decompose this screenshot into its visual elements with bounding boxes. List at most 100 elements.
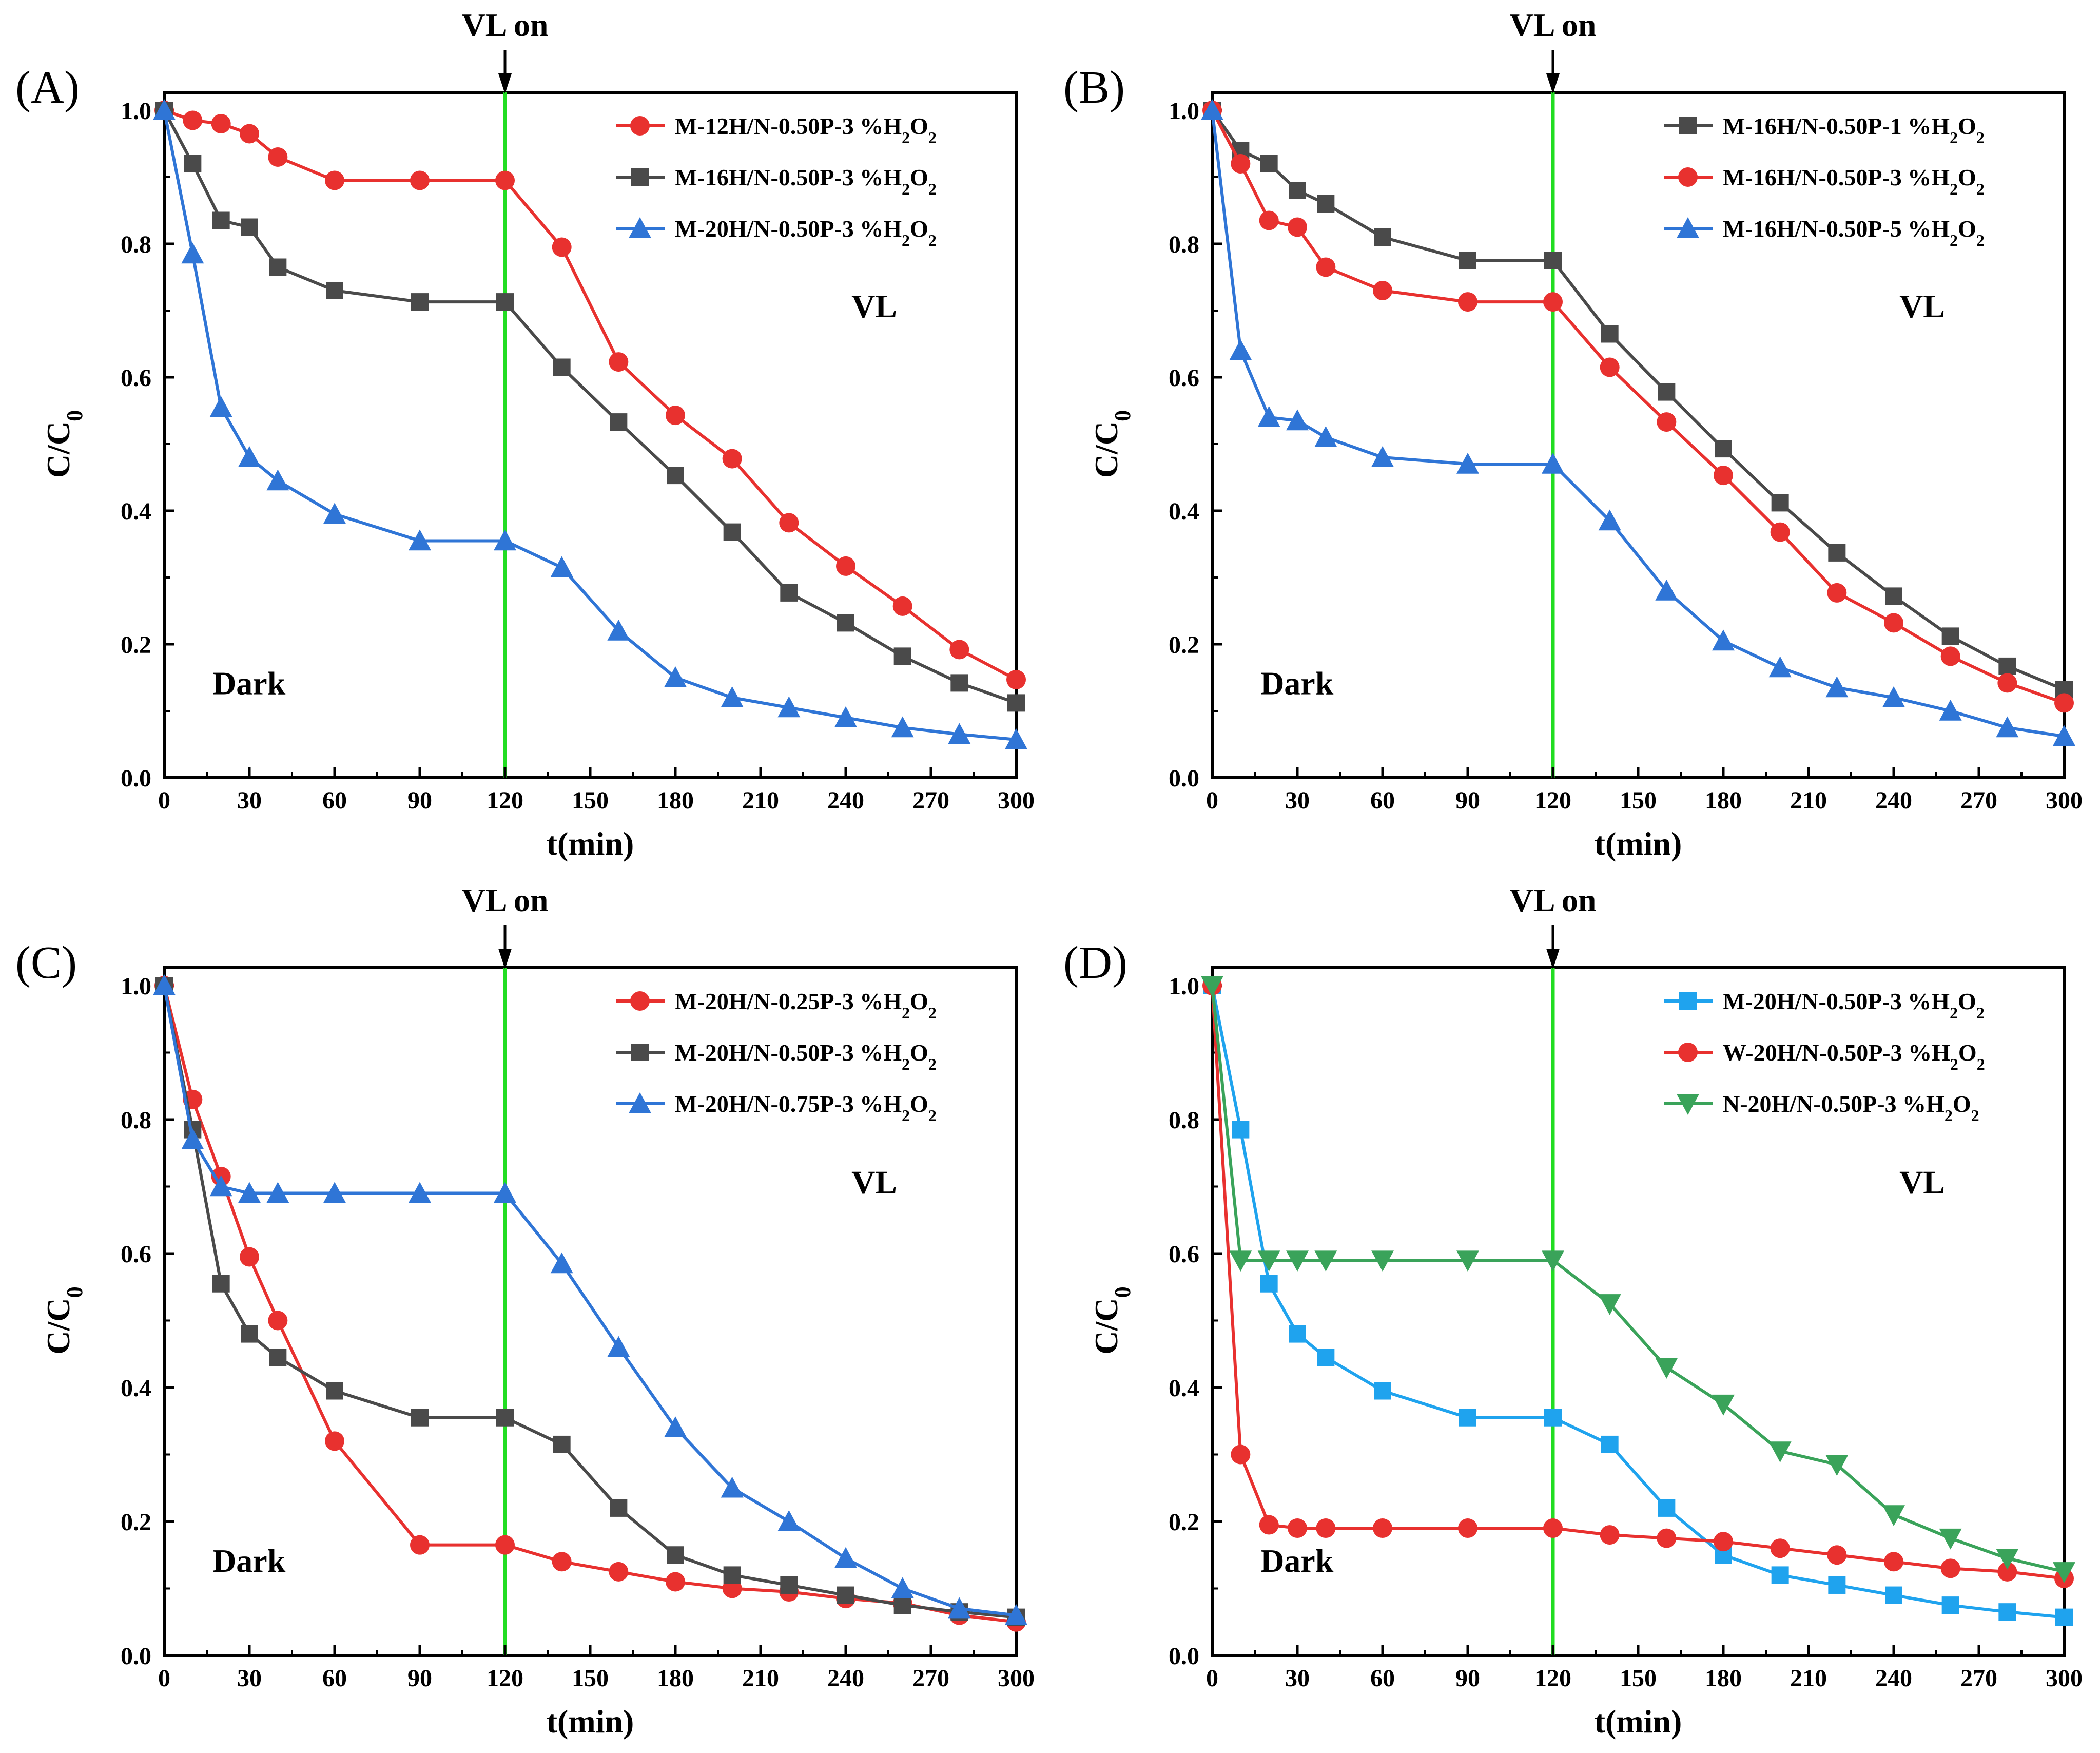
data-point [666, 406, 685, 426]
data-point [2053, 725, 2075, 746]
x-tick-label: 90 [407, 787, 432, 814]
data-point [184, 155, 202, 172]
data-point [553, 358, 571, 376]
legend-label: M-20H/N-0.75P-3 %H2O2 [675, 1091, 937, 1125]
dark-annotation: Dark [212, 1543, 286, 1579]
legend-text: O [910, 113, 928, 139]
y-axis-title: C/C0 [40, 1286, 87, 1354]
vl-annotation: VL [851, 1164, 897, 1201]
data-point [664, 1416, 687, 1437]
data-point [722, 449, 742, 469]
series-line [163, 109, 1017, 705]
legend-text: M-16H/N-0.50P-3 %H [675, 164, 902, 190]
data-point [1257, 406, 1280, 427]
data-point [1712, 1394, 1735, 1416]
y-tick-label: 1.0 [1169, 98, 1199, 125]
y-tick-label: 0.6 [1169, 1241, 1199, 1268]
legend: M-12H/N-0.50P-3 %H2O2 M-16H/N-0.50P-3 %H2… [616, 113, 937, 249]
data-point [948, 723, 971, 744]
data-point [269, 1349, 287, 1366]
data-point [1658, 1499, 1676, 1517]
series-1 [155, 977, 1025, 1626]
data-point [1882, 686, 1905, 707]
data-point [893, 1596, 911, 1614]
legend-text: N-20H/N-0.50P-3 %H [1723, 1091, 1945, 1117]
chart-panel-b: (B) VL on 0 30 60 90 120 150 180 210 240 270 300 0.0 0… [1063, 7, 2083, 862]
legend-text: M-20H/N-0.75P-3 %H [675, 1091, 902, 1117]
series-line [1211, 110, 2065, 738]
data-point [1997, 1562, 2017, 1582]
legend-subscript: 2 [1976, 1004, 1985, 1022]
data-point [667, 1546, 684, 1564]
legend-marker [1679, 992, 1697, 1010]
data-point [1825, 676, 1849, 698]
x-axis-title: t(min) [1595, 825, 1682, 862]
data-point [1232, 1121, 1250, 1139]
data-point [1231, 1444, 1251, 1465]
data-point [777, 696, 801, 718]
x-axis-title: t(min) [547, 1703, 634, 1740]
data-point [552, 237, 572, 257]
legend-text: O [910, 1091, 928, 1117]
legend-subscript: 2 [902, 1106, 910, 1125]
y-axis-title-main: C/C [1088, 421, 1124, 478]
y-tick-label: 0.4 [121, 498, 151, 525]
legend-text: M-12H/N-0.50P-3 %H [675, 113, 902, 139]
y-tick-label: 0.8 [121, 1107, 151, 1134]
data-point [411, 293, 429, 311]
legend-marker [1678, 167, 1698, 187]
y-tick-label: 0.4 [121, 1375, 151, 1402]
x-tick-label: 60 [322, 1665, 347, 1692]
data-point [2054, 693, 2074, 713]
legend-text: M-20H/N-0.50P-3 %H [675, 1039, 902, 1066]
legend-marker [631, 168, 649, 186]
panel-label: (A) [15, 62, 80, 113]
data-point [1229, 1250, 1252, 1272]
x-tick-label: 60 [1370, 787, 1395, 814]
series-line [1211, 109, 2065, 691]
legend-subscript: 2 [928, 1055, 937, 1073]
panel-label: (D) [1063, 937, 1127, 988]
data-point [323, 1182, 346, 1203]
data-point [212, 211, 230, 229]
legend-label: M-20H/N-0.50P-3 %H2O2 [675, 1039, 937, 1073]
data-point [410, 1535, 430, 1555]
legend-marker [629, 217, 651, 238]
dark-annotation: Dark [1260, 1543, 1334, 1579]
data-point [2055, 1608, 2073, 1626]
data-point [607, 620, 630, 641]
data-point [1600, 1525, 1620, 1545]
data-point [607, 1336, 630, 1357]
data-point [1940, 646, 1960, 666]
legend-subscript: 2 [1945, 1106, 1953, 1125]
data-point [269, 258, 287, 276]
x-tick-label: 150 [1620, 787, 1657, 814]
legend-subscript: 2 [1977, 1055, 1985, 1073]
plot-frame [1211, 91, 2066, 779]
y-tick-label: 0.0 [1169, 765, 1199, 792]
data-point [1658, 383, 1676, 401]
data-point [181, 242, 204, 264]
x-tick-label: 270 [1960, 1665, 1997, 1692]
x-tick-label: 270 [912, 1665, 949, 1692]
data-point [1598, 1294, 1621, 1315]
vl-annotation: VL [1899, 1164, 1945, 1201]
data-point [553, 1435, 571, 1453]
x-tick-label: 240 [827, 787, 864, 814]
data-point [1259, 210, 1279, 230]
data-point [1005, 728, 1027, 749]
x-axis-title: t(min) [1595, 1703, 1682, 1740]
data-point [181, 1128, 204, 1149]
y-axis-title-sub: 0 [1110, 1286, 1135, 1298]
data-point [550, 556, 573, 577]
data-point [1657, 1528, 1677, 1548]
data-point [209, 1175, 232, 1197]
legend-subscript: 2 [902, 128, 910, 147]
y-axis-title-main: C/C [40, 1298, 76, 1354]
legend-label: M-12H/N-0.50P-3 %H2O2 [675, 113, 937, 147]
data-point [1542, 1250, 1564, 1272]
x-tick-label: 120 [487, 787, 523, 814]
data-point [1286, 409, 1309, 431]
